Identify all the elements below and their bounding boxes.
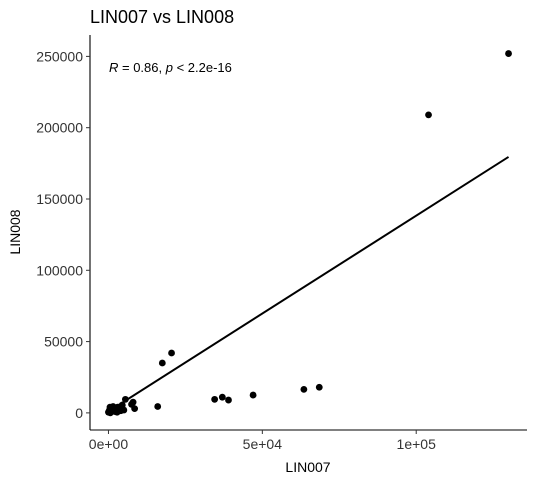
data-point: [158, 359, 166, 367]
data-point: [154, 403, 162, 410]
data-point: [211, 395, 219, 403]
x-tick-label: 0e+00: [89, 436, 129, 452]
y-tick-label: 150000: [36, 191, 83, 207]
data-point: [249, 391, 257, 399]
x-axis-title: LIN007: [285, 459, 330, 475]
p-label: p: [165, 60, 173, 75]
x-tick-label: 1e+05: [397, 436, 437, 452]
correlation-annotation: R = 0.86, p < 2.2e-16: [109, 60, 232, 75]
x-axis-ticks: 0e+00 5e+04 1e+05: [89, 430, 436, 452]
r-value: = 0.86,: [118, 60, 165, 75]
y-tick-label: 250000: [36, 48, 83, 64]
y-tick-label: 0: [75, 405, 83, 421]
points-layer: [105, 50, 512, 417]
y-tick-label: 50000: [44, 334, 83, 350]
data-point: [110, 405, 118, 413]
regression-line: [107, 156, 510, 413]
data-point: [218, 393, 226, 401]
y-tick-label: 200000: [36, 120, 83, 136]
data-point: [425, 111, 432, 119]
svg-text:R = 0.86, p < 2.2e-16: R = 0.86, p < 2.2e-16: [109, 60, 232, 75]
y-tick-label: 100000: [36, 262, 83, 278]
data-point: [121, 395, 129, 403]
chart-title: LIN007 vs LIN008: [90, 7, 234, 27]
data-point: [315, 383, 323, 391]
data-point: [168, 349, 175, 357]
regression-line-layer: [107, 156, 510, 413]
data-point: [131, 405, 139, 413]
y-axis-ticks: 0 50000 100000 150000 200000 250000: [36, 48, 90, 421]
data-point: [225, 396, 232, 404]
r-label: R: [109, 60, 118, 75]
data-point: [505, 50, 512, 57]
y-axis-title: LIN008: [7, 209, 23, 254]
x-tick-label: 5e+04: [243, 436, 283, 452]
p-value: < 2.2e-16: [173, 60, 232, 75]
data-point: [300, 385, 308, 393]
